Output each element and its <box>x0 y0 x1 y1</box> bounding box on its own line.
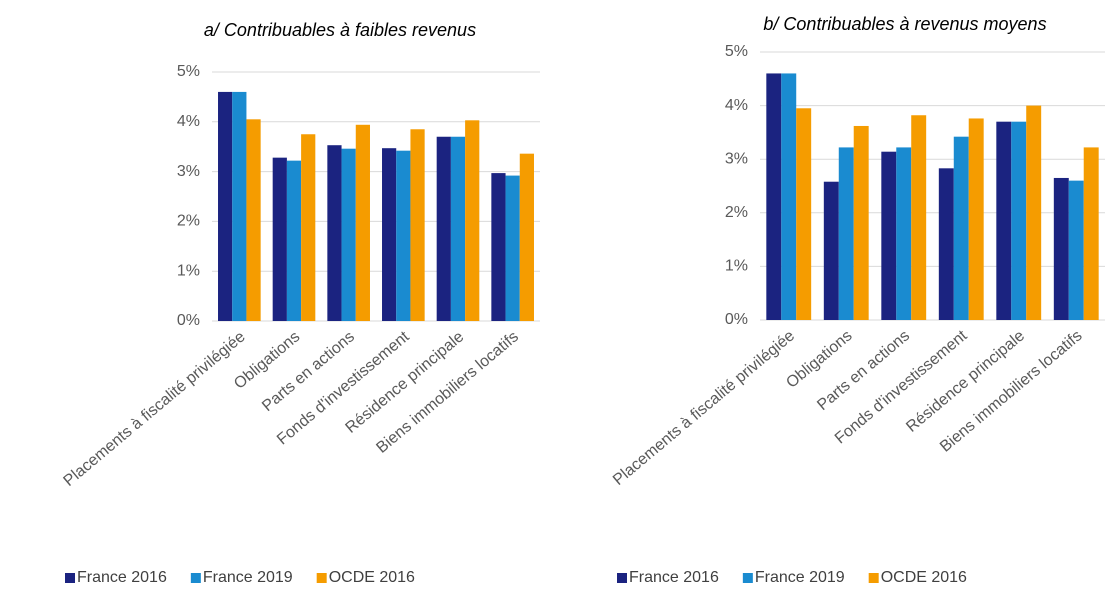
legend-swatch <box>190 573 201 583</box>
bar <box>781 73 797 320</box>
bar <box>1011 121 1027 321</box>
y-tick-label: 1% <box>725 258 748 275</box>
bar <box>796 108 812 320</box>
bar <box>505 175 520 321</box>
bar <box>519 153 534 321</box>
y-tick-label: 1% <box>177 262 200 279</box>
bar <box>301 134 316 321</box>
bar <box>491 173 506 321</box>
bar <box>1026 105 1042 320</box>
bar <box>881 151 897 320</box>
bar <box>953 136 969 320</box>
bar <box>996 121 1012 321</box>
y-tick-label: 4% <box>177 113 200 130</box>
bar <box>465 120 480 321</box>
legend-label: France 2019 <box>203 569 293 586</box>
bar <box>968 118 984 321</box>
bar <box>1068 180 1084 320</box>
bar <box>436 136 451 321</box>
y-tick-label: 2% <box>177 213 200 230</box>
bar <box>218 91 233 321</box>
legend-label: France 2016 <box>629 569 719 586</box>
bar <box>766 73 782 320</box>
bar <box>853 125 869 320</box>
y-tick-label: 5% <box>725 43 748 60</box>
y-tick-label: 5% <box>177 63 200 80</box>
bar <box>450 136 466 321</box>
y-tick-label: 3% <box>177 163 200 180</box>
bar <box>938 168 954 320</box>
bar <box>1053 177 1069 320</box>
bar <box>1083 147 1099 320</box>
bar <box>327 145 342 321</box>
bar <box>396 150 411 321</box>
bar <box>823 181 839 320</box>
bar <box>355 124 370 322</box>
legend-swatch <box>316 573 327 583</box>
bar <box>232 91 247 321</box>
y-tick-label: 0% <box>177 312 200 329</box>
bar <box>896 147 912 320</box>
bar <box>286 160 302 321</box>
x-tick-label: Placements à fiscalité privilégiée <box>610 327 798 489</box>
y-tick-label: 0% <box>725 311 748 328</box>
legend-label: France 2016 <box>77 569 167 586</box>
y-tick-label: 4% <box>725 97 748 114</box>
legend-label: OCDE 2016 <box>881 569 967 586</box>
chart-title: b/ Contribuables à revenus moyens <box>763 14 1046 34</box>
bar <box>410 129 425 321</box>
bar <box>838 147 854 320</box>
legend-swatch <box>742 573 753 583</box>
x-tick-label: Placements à fiscalité privilégiée <box>61 328 249 490</box>
bar <box>911 115 927 320</box>
legend-label: France 2019 <box>755 569 845 586</box>
legend-swatch <box>65 573 75 583</box>
y-tick-label: 3% <box>725 150 748 167</box>
legend-swatch <box>617 573 627 583</box>
chart-title: a/ Contribuables à faibles revenus <box>204 20 476 40</box>
bar <box>382 148 397 321</box>
y-tick-label: 2% <box>725 204 748 221</box>
bar <box>341 148 356 321</box>
bar <box>246 119 261 321</box>
x-tick-label: Parts en actions <box>259 328 358 415</box>
legend-swatch <box>868 573 879 583</box>
bar <box>272 157 287 321</box>
legend-label: OCDE 2016 <box>329 569 415 586</box>
